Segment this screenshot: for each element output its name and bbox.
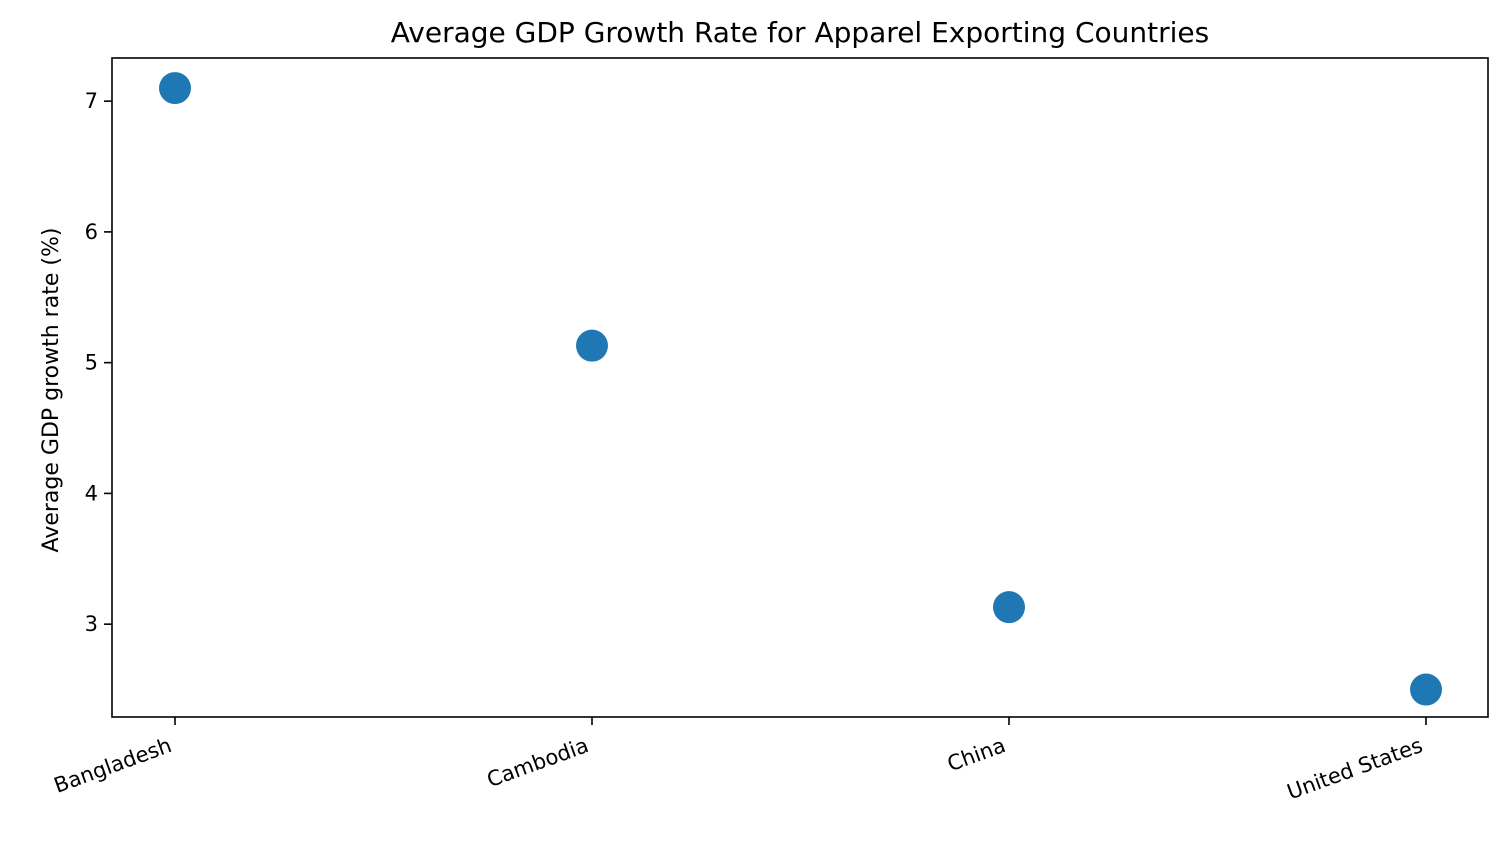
x-tick-label: Bangladesh [51, 733, 175, 798]
y-tick-label: 7 [85, 89, 98, 113]
y-axis-label: Average GDP growth rate (%) [39, 228, 64, 553]
x-tick-label: Cambodia [484, 733, 592, 792]
data-point [1410, 673, 1442, 706]
y-tick-label: 4 [85, 481, 98, 505]
y-tick-label: 5 [85, 351, 98, 375]
chart-title: Average GDP Growth Rate for Apparel Expo… [391, 16, 1209, 49]
x-axis: Bangladesh Cambodia China United States [51, 717, 1427, 804]
y-axis: 3 4 5 6 7 [85, 89, 112, 636]
y-tick-label: 6 [85, 220, 98, 244]
data-points [159, 72, 1442, 706]
x-tick-label: United States [1284, 733, 1426, 804]
data-point [993, 591, 1025, 624]
y-tick-label: 3 [85, 612, 98, 636]
data-point [576, 329, 608, 362]
plot-area-frame [111, 57, 1489, 718]
x-tick-label: China [944, 733, 1009, 776]
data-point [159, 72, 191, 105]
